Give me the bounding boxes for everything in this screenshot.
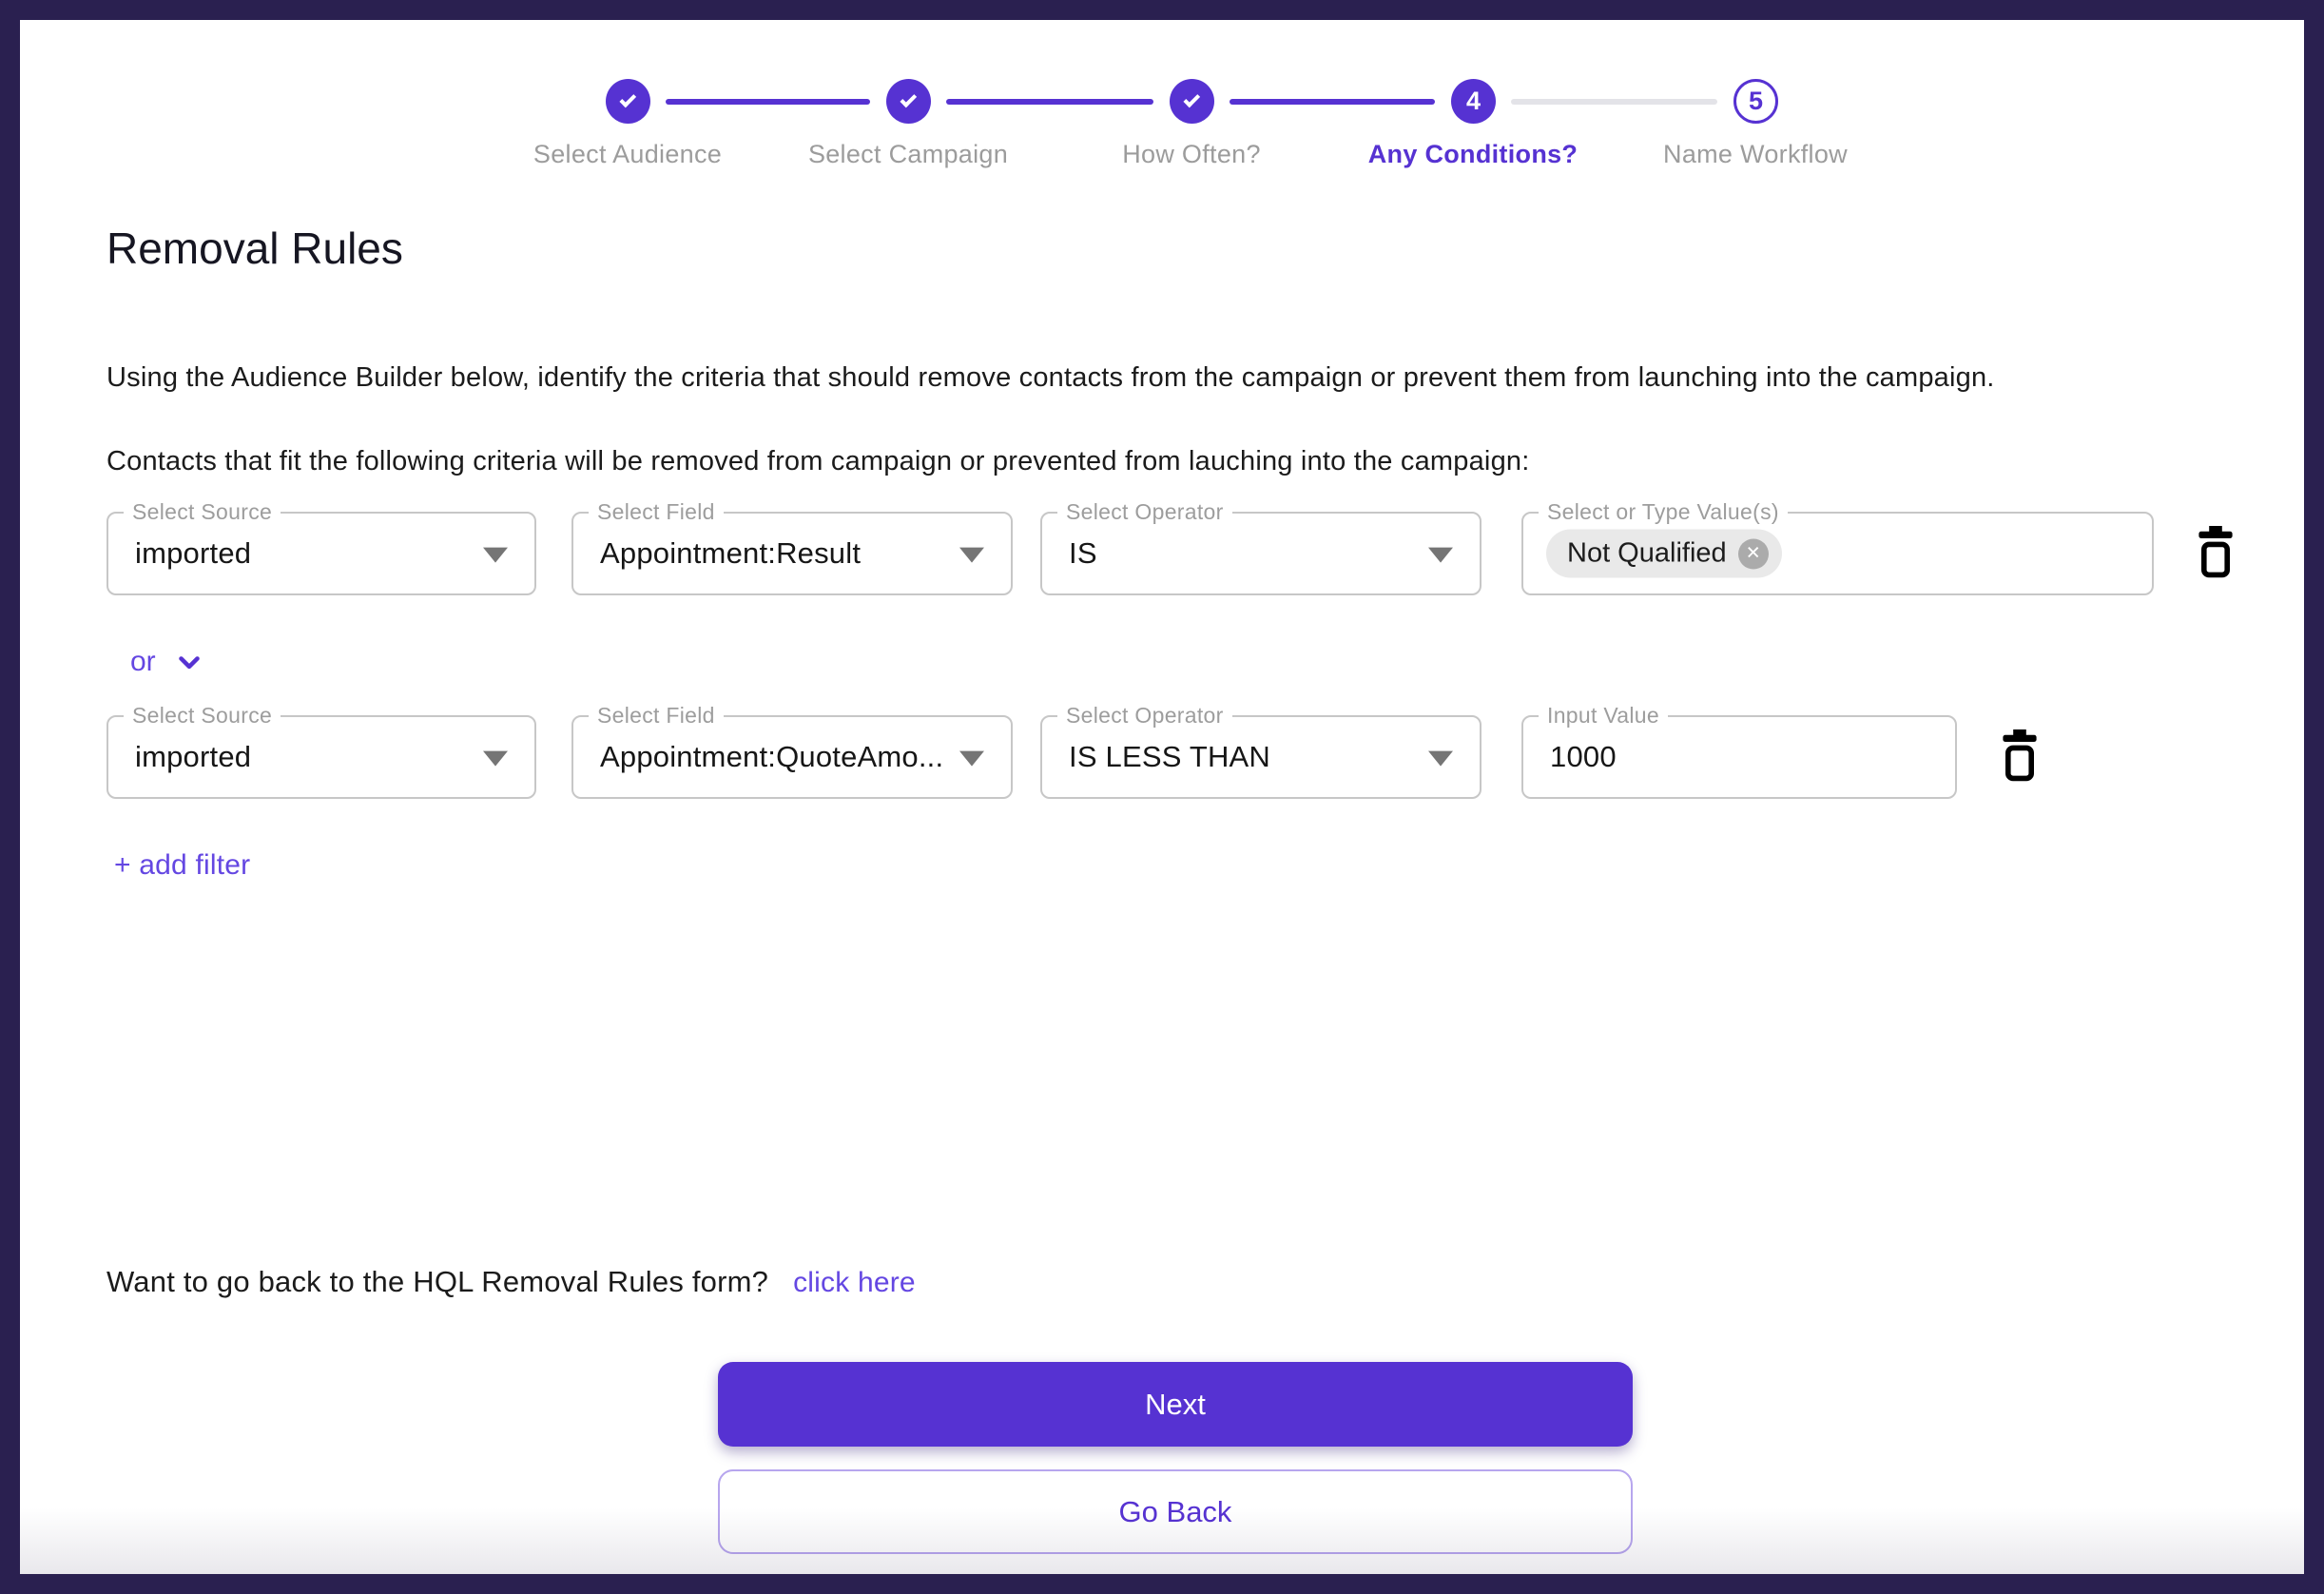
step-circle-any-conditions[interactable]: 4: [1451, 79, 1496, 124]
dropdown-arrow-icon[interactable]: [483, 547, 508, 563]
operator-select-label: Select Operator: [1057, 499, 1232, 525]
source-select-row2[interactable]: Select Source imported: [107, 703, 536, 799]
step-label-how-often: How Often?: [1122, 140, 1261, 168]
go-back-button[interactable]: Go Back: [718, 1469, 1633, 1554]
next-button[interactable]: Next: [718, 1362, 1633, 1447]
field-select-row2[interactable]: Select Field Appointment:QuoteAmo...: [571, 703, 1013, 799]
check-icon: [899, 90, 917, 108]
source-select-value: imported: [135, 536, 252, 570]
dropdown-arrow-icon[interactable]: [1428, 750, 1453, 767]
operator-select-value: IS LESS THAN: [1069, 740, 1271, 773]
step-number: 4: [1465, 87, 1482, 115]
step-label-any-conditions: Any Conditions?: [1367, 140, 1578, 168]
values-input-label: Select or Type Value(s): [1539, 499, 1788, 525]
step-circle-select-campaign[interactable]: [886, 79, 931, 124]
field-select-row1[interactable]: Select Field Appointment:Result: [571, 499, 1013, 595]
value-input-label: Input Value: [1539, 703, 1668, 729]
source-select-label: Select Source: [124, 703, 281, 729]
check-icon: [618, 90, 636, 108]
operator-select-row1[interactable]: Select Operator IS: [1040, 499, 1482, 595]
bottom-edge: [0, 1589, 2324, 1594]
stepper-connector: [666, 99, 870, 105]
intro-text: Using the Audience Builder below, identi…: [107, 362, 1995, 393]
conjunction-toggle[interactable]: or: [130, 646, 205, 678]
step-label-name-workflow: Name Workflow: [1663, 140, 1848, 168]
chevron-down-icon[interactable]: [173, 646, 205, 678]
source-select-value: imported: [135, 740, 252, 773]
conjunction-label: or: [130, 646, 156, 677]
step-label-select-campaign: Select Campaign: [807, 140, 1009, 168]
source-select-label: Select Source: [124, 499, 281, 525]
value-input-row2[interactable]: Input Value 1000: [1521, 703, 1957, 799]
operator-select-row2[interactable]: Select Operator IS LESS THAN: [1040, 703, 1482, 799]
values-input-row1[interactable]: Select or Type Value(s) Not Qualified ✕: [1521, 499, 2154, 595]
value-input-text: 1000: [1550, 740, 1617, 773]
field-select-label: Select Field: [589, 499, 724, 525]
page-title: Removal Rules: [107, 223, 403, 273]
operator-select-label: Select Operator: [1057, 703, 1232, 729]
dropdown-arrow-icon[interactable]: [959, 750, 984, 767]
step-number: 5: [1748, 87, 1764, 115]
delete-filter-row1-icon[interactable]: [2193, 525, 2238, 583]
hql-question-row: Want to go back to the HQL Removal Rules…: [107, 1265, 916, 1299]
hql-question-text: Want to go back to the HQL Removal Rules…: [107, 1265, 769, 1298]
chip-remove-icon[interactable]: ✕: [1737, 538, 1769, 569]
stepper-connector: [1511, 99, 1717, 105]
dropdown-arrow-icon[interactable]: [483, 750, 508, 767]
dropdown-arrow-icon[interactable]: [959, 547, 984, 563]
check-icon: [1182, 90, 1200, 108]
field-select-value: Appointment:Result: [600, 536, 862, 570]
source-select-row1[interactable]: Select Source imported: [107, 499, 536, 595]
step-circle-name-workflow[interactable]: 5: [1733, 79, 1778, 124]
add-filter-link[interactable]: + add filter: [114, 849, 251, 881]
operator-select-value: IS: [1069, 536, 1097, 570]
field-select-value: Appointment:QuoteAmo...: [600, 740, 941, 773]
criteria-lead-text: Contacts that fit the following criteria…: [107, 446, 1530, 476]
dropdown-arrow-icon[interactable]: [1428, 547, 1453, 563]
field-select-label: Select Field: [589, 703, 724, 729]
step-circle-select-audience[interactable]: [606, 79, 650, 124]
stepper-connector: [1230, 99, 1435, 105]
value-chip: Not Qualified ✕: [1546, 529, 1782, 578]
stepper-connector: [946, 99, 1153, 105]
step-circle-how-often[interactable]: [1170, 79, 1214, 124]
value-chip-text: Not Qualified: [1567, 537, 1727, 569]
step-label-select-audience: Select Audience: [533, 140, 723, 168]
hql-click-here-link[interactable]: click here: [793, 1267, 916, 1298]
delete-filter-row2-icon[interactable]: [1997, 729, 2043, 787]
